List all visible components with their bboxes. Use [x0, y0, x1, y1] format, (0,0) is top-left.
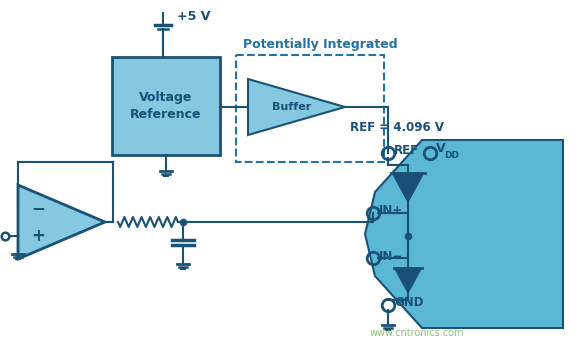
Text: IN−: IN− [379, 249, 403, 263]
Polygon shape [18, 185, 105, 259]
Text: www.cntronics.com: www.cntronics.com [370, 328, 465, 338]
Text: +: + [31, 227, 45, 245]
Bar [112, 57, 220, 155]
Text: Potentially Integrated: Potentially Integrated [243, 38, 397, 51]
Polygon shape [248, 79, 345, 135]
Text: −: − [31, 199, 45, 217]
Text: REF: REF [394, 145, 419, 158]
Polygon shape [365, 140, 563, 328]
Text: GND: GND [394, 296, 423, 309]
Polygon shape [393, 173, 423, 202]
Polygon shape [395, 268, 421, 293]
Text: +5 V: +5 V [177, 10, 210, 23]
Text: IN+: IN+ [379, 205, 403, 217]
Text: V: V [436, 141, 446, 155]
Text: Buffer: Buffer [272, 102, 311, 112]
Text: Reference: Reference [130, 108, 202, 121]
Text: Voltage: Voltage [139, 90, 193, 104]
Bar [236, 55, 384, 162]
Text: REF = 4.096 V: REF = 4.096 V [350, 121, 444, 134]
Text: DD: DD [444, 150, 459, 159]
